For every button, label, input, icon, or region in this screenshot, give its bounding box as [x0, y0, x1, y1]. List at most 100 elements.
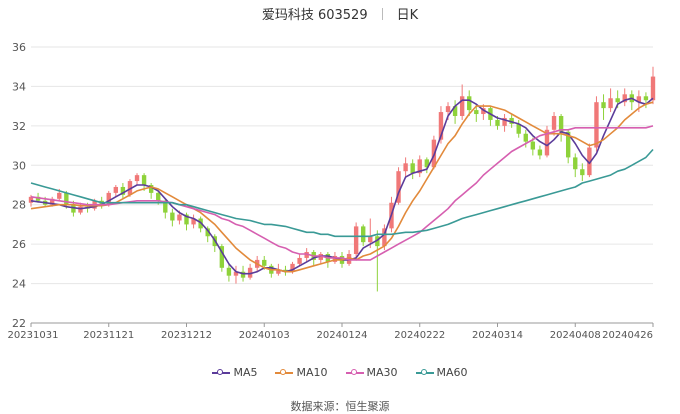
legend: MA5 MA10 MA30 MA60	[0, 366, 680, 379]
candle-body	[120, 186, 126, 195]
legend-label: MA5	[233, 366, 258, 379]
candle-body	[452, 106, 458, 116]
candle-body	[608, 98, 613, 109]
candle-body	[332, 255, 338, 262]
candle-body	[64, 192, 69, 205]
candle-body	[601, 102, 606, 109]
candle-body	[134, 175, 140, 182]
candle-body	[509, 117, 514, 124]
legend-item-ma30[interactable]: MA30	[345, 366, 398, 379]
candle-body	[247, 267, 253, 278]
y-tick-label: 28	[12, 199, 26, 212]
legend-swatch	[345, 368, 364, 378]
candle-body	[530, 141, 536, 150]
candle-body	[71, 204, 76, 213]
candle-body	[219, 246, 225, 268]
candle-body	[191, 218, 196, 225]
candle-body	[50, 198, 55, 205]
candle-body	[636, 96, 642, 103]
x-tick-label: 20231121	[83, 330, 134, 341]
candle-body	[127, 181, 133, 195]
candle-body	[523, 133, 528, 142]
candle-body	[474, 110, 479, 115]
y-tick-label: 36	[12, 41, 26, 54]
candle-body	[233, 271, 239, 276]
candle-body	[361, 226, 366, 243]
candle-body	[445, 106, 451, 113]
candle-body	[297, 257, 302, 264]
candle-body	[148, 185, 154, 193]
y-tick-label: 34	[12, 80, 26, 93]
legend-swatch	[275, 368, 294, 378]
period-label: 日K	[396, 8, 419, 23]
candle-body	[551, 116, 557, 130]
candle-body	[516, 123, 521, 134]
legend-item-ma5[interactable]: MA5	[212, 366, 257, 379]
candle-body	[502, 117, 507, 126]
candle-body	[558, 116, 564, 132]
legend-item-ma60[interactable]: MA60	[415, 366, 468, 379]
title-separator	[381, 8, 383, 20]
candle-body	[290, 263, 295, 272]
legend-swatch	[415, 368, 434, 378]
plot-area	[31, 47, 653, 323]
candle-body	[495, 119, 500, 126]
candle-body	[353, 226, 359, 254]
candle-body	[544, 129, 550, 156]
candle-body	[318, 254, 323, 260]
y-tick-label: 22	[12, 317, 26, 330]
candle-body	[587, 147, 592, 176]
legend-label: MA30	[366, 366, 398, 379]
candle-body	[403, 163, 408, 172]
x-tick-label: 20240426	[602, 330, 653, 341]
x-tick-label: 20231212	[161, 330, 212, 341]
candle-body	[410, 163, 415, 174]
legend-swatch	[212, 368, 231, 378]
x-tick-label: 20231031	[8, 330, 59, 341]
candle-body	[205, 228, 210, 237]
candle-body	[459, 96, 465, 116]
candle-body	[467, 96, 472, 111]
chart-header: 爱玛科技 603529 日K	[0, 4, 680, 23]
legend-item-ma10[interactable]: MA10	[275, 366, 328, 379]
candle-body	[346, 254, 352, 264]
candle-body	[28, 196, 34, 203]
candle-body	[481, 108, 486, 115]
y-tick-label: 26	[12, 238, 26, 251]
candle-body	[57, 192, 62, 199]
candle-body	[382, 228, 387, 247]
candle-body	[283, 269, 288, 272]
candle-body	[156, 192, 161, 201]
candle-body	[622, 94, 627, 103]
candle-body	[304, 252, 309, 258]
x-tick-label: 20240124	[317, 330, 368, 341]
x-tick-label: 20240103	[239, 330, 290, 341]
candle-body	[141, 175, 147, 185]
x-tick-label: 20240408	[550, 330, 601, 341]
candle-body	[417, 159, 422, 174]
data-source: 数据来源：恒生聚源	[290, 400, 390, 413]
candle-body	[615, 98, 620, 103]
series-line-ma60	[30, 148, 654, 238]
x-tick-label: 20240222	[394, 330, 445, 341]
candle-body	[163, 200, 168, 213]
candle-body	[368, 236, 373, 243]
candle-body	[650, 76, 656, 101]
candle-body	[276, 269, 281, 274]
series-line-ma30	[30, 125, 654, 261]
candle-body	[113, 186, 119, 193]
candle-body	[424, 159, 430, 168]
candle-body	[106, 192, 111, 205]
candle-body	[35, 196, 41, 201]
candle-body	[240, 271, 246, 278]
candle-body	[396, 171, 401, 203]
legend-label: MA60	[436, 366, 468, 379]
candle-body	[565, 131, 571, 158]
candle-body	[643, 96, 649, 101]
y-tick-label: 24	[12, 278, 26, 291]
candle-body	[594, 102, 599, 148]
candle-body	[573, 157, 578, 170]
candle-body	[580, 169, 585, 176]
candle-body	[184, 214, 189, 225]
